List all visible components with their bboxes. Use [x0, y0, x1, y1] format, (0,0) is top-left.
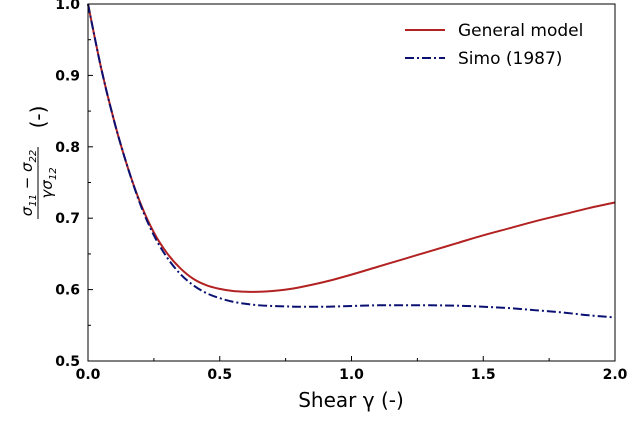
y-tick-label: 0.7 [55, 211, 80, 227]
y-tick-label: 0.6 [55, 283, 80, 299]
y-tick-label: 1.0 [55, 0, 80, 13]
x-tick-label: 1.5 [471, 367, 496, 383]
y-label-sub-b: 22 [28, 150, 39, 163]
y-label-minus: − [18, 172, 36, 194]
legend: General model Simo (1987) [405, 21, 583, 69]
y-label-denominator: γσ12 [38, 167, 59, 198]
y-label-numerator: σ11 − σ22 [18, 150, 39, 217]
x-tick-label: 1.0 [339, 367, 364, 383]
axes-group: 0.0 0.5 1.0 1.5 2.00.50.60.70.80.91.0 [55, 0, 627, 383]
x-tick-label: 0.5 [207, 367, 232, 383]
y-label-sigma-b: σ [18, 162, 36, 172]
y-tick-label: 0.8 [55, 140, 80, 156]
y-label-sub-a: 11 [28, 194, 39, 207]
y-axis-label: σ11 − σ22 γσ12 (-) [18, 106, 59, 219]
x-tick-label: 2.0 [603, 367, 628, 383]
y-label-sigma-c: σ [38, 180, 56, 190]
series-line-general-model [87, 3, 616, 293]
x-axis-label: Shear γ (-) [298, 388, 404, 412]
y-label-sigma-a: σ [18, 206, 36, 216]
x-tick-label: 0.0 [76, 367, 101, 383]
y-tick-label: 0.9 [55, 68, 80, 84]
y-tick-label: 0.5 [55, 354, 80, 370]
y-label-sub-c: 12 [48, 167, 59, 180]
series-group [87, 3, 616, 319]
y-label-unit: (-) [26, 106, 50, 129]
y-label-gamma: γ [38, 189, 56, 199]
series-line-simo-1987 [87, 3, 616, 319]
legend-label: General model [458, 21, 583, 41]
legend-label: Simo (1987) [458, 49, 562, 69]
